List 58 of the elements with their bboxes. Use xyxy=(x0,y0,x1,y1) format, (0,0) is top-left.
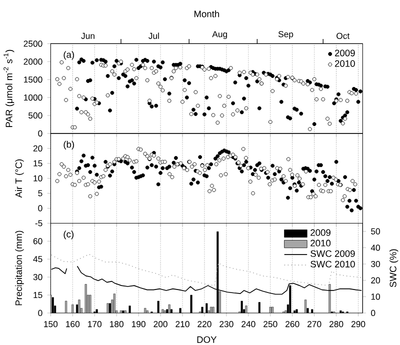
x-tick-label: 150 xyxy=(44,321,58,328)
x-tick-label: 230 xyxy=(220,321,234,328)
y-tick-label: 15 xyxy=(34,292,42,298)
y-axis-title: Air T (°C) xyxy=(15,159,24,198)
annotation: (c) xyxy=(64,230,74,240)
x-tick-label: 200 xyxy=(154,321,168,328)
y-tick-label: 20 xyxy=(33,145,42,152)
legend-label: 2010 xyxy=(334,60,355,67)
x-tick-label: 220 xyxy=(198,321,212,328)
y2-tick-label: 40 xyxy=(370,244,380,251)
y-tick-label: 15 xyxy=(34,160,42,166)
y-tick-label: 2500 xyxy=(24,40,42,47)
y2-tick-label: 30 xyxy=(371,260,380,268)
x-tick-label: 190 xyxy=(132,321,146,328)
y-tick-label: 5 xyxy=(38,190,42,196)
y-tick-label: 45 xyxy=(33,256,42,262)
x-tick-label: 250 xyxy=(264,321,278,328)
y-tick-label: 2000 xyxy=(24,58,42,65)
x-tick-label: 210 xyxy=(176,321,190,328)
x-axis-title: DOY xyxy=(197,336,217,343)
y-tick-label: 0 xyxy=(38,205,42,212)
y2-tick-label: 0 xyxy=(371,310,376,316)
y-tick-label: 0 xyxy=(38,310,42,316)
legend-label: SWC 2010 xyxy=(310,260,355,268)
y-tick-label: 500 xyxy=(28,112,42,119)
x-tick-label: 270 xyxy=(308,321,322,328)
y-tick-label: 0 xyxy=(38,130,42,136)
x2-tick-label: Aug xyxy=(212,31,228,39)
annotation: (a) xyxy=(64,51,74,60)
annotation: (b) xyxy=(64,140,74,150)
x2-tick-label: Sep xyxy=(278,31,294,39)
y-tick-label: 10 xyxy=(34,175,42,182)
x2-tick-label: Jul xyxy=(148,32,159,39)
x2-tick-label: Oct xyxy=(336,32,350,39)
y-tick-label: 30 xyxy=(33,274,42,280)
y-tick-label: 1000 xyxy=(24,94,42,101)
y2-tick-label: 20 xyxy=(371,277,380,284)
x-tick-label: 280 xyxy=(330,321,344,328)
y2-axis-title: SWC (%) xyxy=(390,249,398,288)
x-tick-label: 160 xyxy=(66,321,80,328)
y-axis-title: Precipitation (mm) xyxy=(15,230,24,306)
x2-axis-title: Month xyxy=(194,10,220,18)
legend-label: 2010 xyxy=(310,240,331,246)
y2-tick-label: 50 xyxy=(371,228,380,234)
x-tick-label: 180 xyxy=(110,321,124,328)
legend-label: 2009 xyxy=(310,229,330,236)
y2-tick-label: 10 xyxy=(371,294,380,300)
y-tick-label: 1500 xyxy=(24,76,42,83)
x-tick-label: 240 xyxy=(242,321,256,328)
x2-tick-label: Jun xyxy=(81,32,94,39)
x-tick-label: 290 xyxy=(351,321,366,328)
y-axis-title: PAR (μmol m$^{-2}$ s$^{-1}$) xyxy=(4,50,14,128)
legend-label: SWC 2009 xyxy=(310,250,355,257)
y-tick-label: 60 xyxy=(33,238,42,244)
y-tick-label: -5 xyxy=(35,220,42,226)
x-tick-label: 170 xyxy=(88,321,102,328)
x-tick-label: 260 xyxy=(286,321,300,328)
legend-label: 2009 xyxy=(334,50,355,56)
